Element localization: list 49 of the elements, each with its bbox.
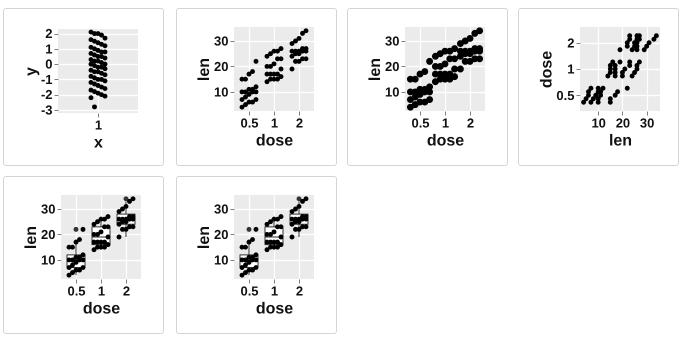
x-tick-label: 0.5 <box>411 116 430 130</box>
y-tick-label: 1 <box>567 62 574 76</box>
y-tick-label: -3 <box>40 102 52 118</box>
x-tick-label: 0.5 <box>240 284 259 298</box>
x-tick-label: 20 <box>616 116 630 130</box>
y-axis-title: y <box>22 66 40 76</box>
y-tick-label: 10 <box>385 84 400 100</box>
x-axis-title: dose <box>82 300 120 318</box>
y-tick-label: 30 <box>214 202 228 216</box>
x-axis-title: dose <box>426 132 464 150</box>
y-tick-label: 10 <box>41 252 56 268</box>
y-tick-label: -2 <box>40 87 52 102</box>
y-axis-title: len <box>196 58 214 82</box>
x-tick-label: 2 <box>296 284 304 298</box>
y-tick-label: 0 <box>45 56 52 72</box>
y-tick-label: 10 <box>214 84 228 100</box>
y-tick-label: 20 <box>385 58 400 74</box>
y-tick-label: 2 <box>567 35 574 50</box>
y-tick-label: 20 <box>214 226 228 242</box>
x-axis-title: dose <box>256 300 294 318</box>
x-tick-label: 1 <box>442 116 450 130</box>
y-tick-label: 30 <box>41 202 56 216</box>
y-tick-label: 10 <box>214 252 228 268</box>
x-tick-label: 1 <box>270 116 278 130</box>
x-tick-label: 0.5 <box>67 284 86 298</box>
x-tick-label: 2 <box>122 284 130 298</box>
y-tick-label: 30 <box>214 34 228 48</box>
y-axis-title: len <box>367 58 384 82</box>
x-tick-label: 30 <box>640 116 654 130</box>
y-tick-label: 20 <box>41 226 56 242</box>
x-tick-label: 10 <box>591 116 606 130</box>
x-tick-label: 1 <box>270 284 278 298</box>
x-tick-label: 2 <box>296 116 304 130</box>
y-tick-label: 0.5 <box>556 88 574 103</box>
x-axis-title: dose <box>256 132 294 150</box>
x-tick-label: 2 <box>466 116 474 130</box>
y-tick-label: 2 <box>45 26 52 42</box>
y-tick-label: 1 <box>45 41 52 56</box>
x-tick-label: 1 <box>98 284 106 298</box>
y-tick-label: 30 <box>385 34 400 48</box>
y-tick-label: -1 <box>40 72 52 87</box>
y-axis-title: len <box>196 226 214 250</box>
x-tick-label: 1 <box>94 118 102 132</box>
y-axis-title: len <box>23 226 40 250</box>
x-axis-title: x <box>94 134 104 152</box>
x-axis-title: len <box>608 132 632 150</box>
y-axis-title: dose <box>538 50 556 88</box>
x-tick-label: 0.5 <box>240 116 259 130</box>
y-tick-label: 20 <box>214 58 228 74</box>
